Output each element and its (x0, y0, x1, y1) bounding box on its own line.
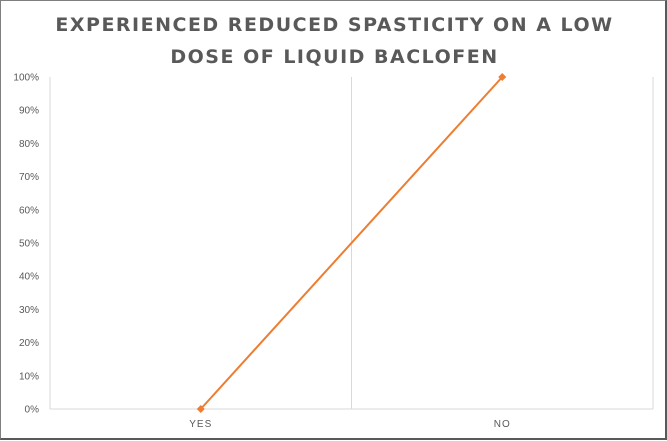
series-line (200, 76, 503, 410)
chart-title-line-2: DOSE OF LIQUID BACLOFEN (170, 46, 499, 68)
y-tick-label: 50% (19, 239, 39, 250)
y-tick-label: 60% (19, 205, 39, 216)
data-point-marker (498, 73, 507, 81)
y-tick-label: 0% (25, 405, 40, 416)
y-tick-label: 100% (13, 73, 39, 84)
y-tick-label: 70% (19, 172, 39, 183)
y-tick-label: 30% (19, 305, 39, 316)
x-tick-label: YES (189, 419, 212, 430)
y-tick-label: 90% (19, 106, 39, 117)
y-tick-label: 80% (19, 139, 39, 150)
y-tick-label: 20% (19, 338, 39, 349)
data-point-marker (196, 405, 205, 413)
chart-title-line-1: EXPERIENCED REDUCED SPASTICITY ON A LOW (55, 14, 614, 36)
x-tick-label: NO (494, 419, 511, 430)
y-tick-label: 40% (19, 272, 39, 283)
chart-title: EXPERIENCED REDUCED SPASTICITY ON A LOW … (1, 9, 667, 73)
y-tick-label: 10% (19, 371, 39, 382)
